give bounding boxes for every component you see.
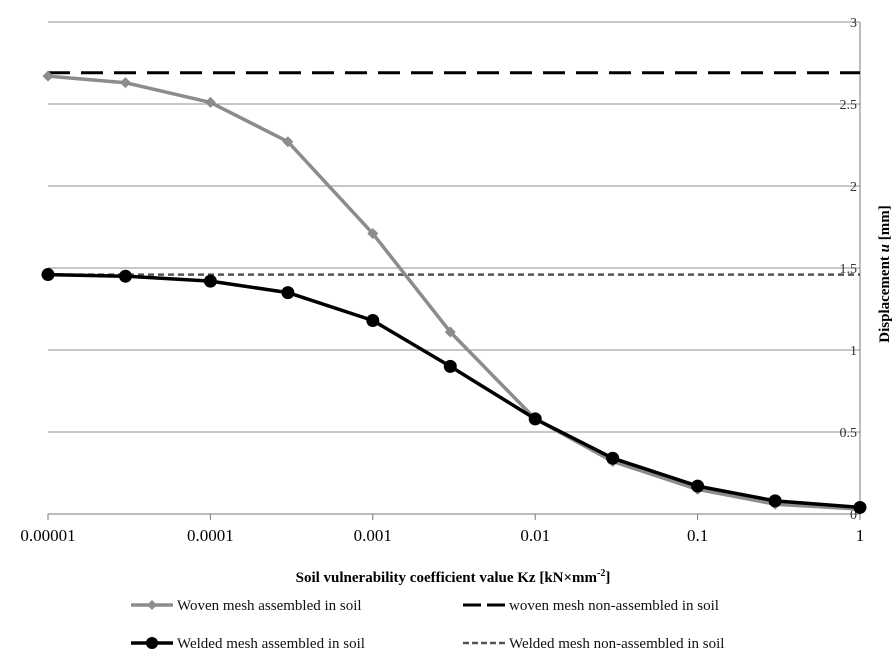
y-axis-label: Displacement u [mm] [877, 205, 893, 342]
data-point-circle [606, 451, 620, 465]
data-point-circle [118, 269, 132, 283]
x-tick-label: 0.001 [354, 526, 392, 545]
data-point-circle [281, 286, 295, 300]
data-point-circle [41, 268, 55, 282]
series-line [47, 74, 861, 511]
data-point-diamond [444, 326, 456, 338]
data-point-diamond [42, 70, 54, 82]
legend-label: Welded mesh non-assembled in soil [509, 636, 724, 652]
data-point-diamond [204, 96, 216, 108]
data-point-circle [366, 313, 380, 327]
gridlines [48, 21, 860, 433]
y-tick-label: 1 [850, 344, 857, 359]
x-tick-label: 0.00001 [20, 526, 75, 545]
legend: Woven mesh assembled in soil woven mesh n… [131, 598, 724, 652]
y-tick-label: 1.5 [840, 262, 858, 277]
y-tick-label: 0.5 [840, 426, 858, 441]
data-point-circle [443, 359, 457, 373]
data-point-circle [528, 412, 542, 426]
data-point-circle [691, 479, 705, 493]
x-tick-label: 0.1 [687, 526, 708, 545]
legend-item: woven mesh non-assembled in soil [463, 598, 719, 614]
legend-marker [146, 637, 158, 649]
x-tick-labels: 0.00001 0.0001 0.001 0.01 0.1 1 [20, 526, 864, 545]
data-point-circle [768, 494, 782, 508]
data-point-diamond [282, 136, 294, 148]
legend-marker [147, 600, 157, 610]
legend-item: Welded mesh non-assembled in soil [463, 636, 724, 652]
y-tick-label: 0 [850, 508, 857, 523]
y-tick-label: 2.5 [840, 98, 858, 113]
plot-area [41, 70, 867, 515]
data-point-circle [203, 274, 217, 288]
series-line [47, 272, 861, 510]
x-tick-label: 0.0001 [187, 526, 234, 545]
x-axis-label: Soil vulnerability coefficient value Kz … [296, 568, 611, 586]
legend-label: Welded mesh assembled in soil [177, 636, 365, 652]
legend-label: Woven mesh assembled in soil [177, 598, 362, 614]
legend-item: Welded mesh assembled in soil [131, 636, 365, 652]
y-tick-labels: 0 0.5 1 1.5 2 2.5 3 [840, 16, 858, 523]
legend-label: woven mesh non-assembled in soil [509, 598, 719, 614]
legend-item: Woven mesh assembled in soil [131, 598, 362, 614]
y-tick-label: 3 [850, 16, 857, 31]
data-point-diamond [367, 228, 379, 240]
data-point-circle [853, 500, 867, 514]
y-tick-label: 2 [850, 180, 857, 195]
x-tick-label: 1 [856, 526, 865, 545]
axes [47, 22, 861, 520]
data-point-diamond [119, 77, 131, 89]
x-tick-label: 0.01 [520, 526, 550, 545]
